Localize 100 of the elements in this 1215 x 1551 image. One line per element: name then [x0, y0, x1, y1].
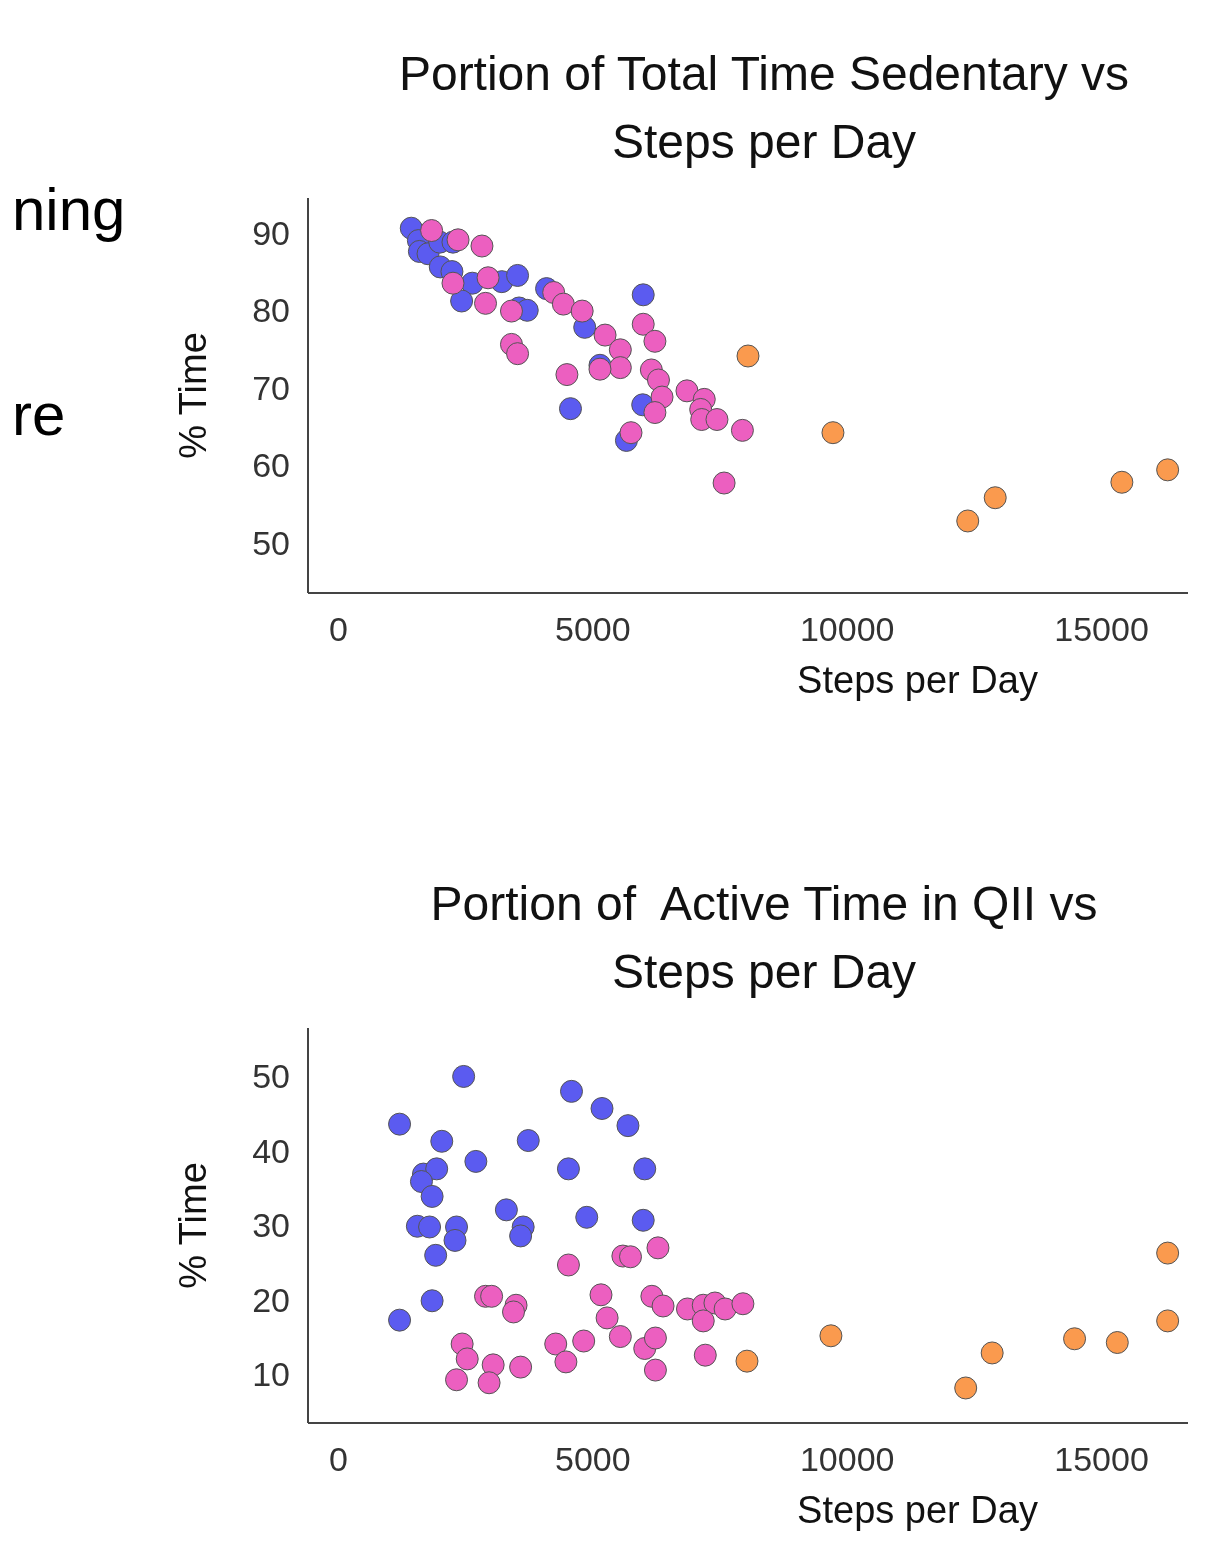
point: [619, 421, 643, 445]
point: [608, 356, 632, 380]
point: [480, 1284, 504, 1308]
point: [821, 421, 845, 445]
point: [631, 283, 655, 307]
point: [651, 1294, 675, 1318]
point: [593, 323, 617, 347]
point: [420, 1289, 444, 1313]
y-tick-label: 90: [252, 213, 290, 252]
x-tick-label: 10000: [799, 610, 895, 648]
point: [646, 1236, 670, 1260]
point: [675, 379, 699, 403]
y-tick-label: 50: [252, 1057, 290, 1096]
y-tick-label: 30: [252, 1206, 290, 1245]
point: [509, 1355, 533, 1379]
point: [506, 342, 530, 366]
point: [705, 408, 729, 431]
x-tick-label: 5000: [555, 610, 631, 648]
point: [424, 1243, 448, 1267]
point: [983, 486, 1007, 510]
x-tick-label: 0: [329, 1440, 348, 1478]
point: [570, 299, 594, 323]
point: [736, 344, 760, 368]
point: [544, 1332, 568, 1356]
point: [616, 1114, 640, 1138]
point: [1156, 458, 1180, 482]
point: [954, 1376, 978, 1400]
y-tick-label: 80: [252, 291, 290, 330]
point: [559, 1079, 583, 1103]
point: [474, 291, 498, 315]
point: [455, 1347, 479, 1371]
y-tick-label: 20: [252, 1280, 290, 1319]
point: [1110, 470, 1134, 494]
point: [631, 1208, 655, 1232]
point: [446, 228, 470, 252]
point: [554, 1350, 578, 1374]
point: [1156, 1309, 1180, 1333]
x-axis-title: Steps per Day: [797, 659, 1038, 701]
point: [633, 1157, 657, 1181]
point: [589, 1283, 613, 1307]
point: [443, 1228, 467, 1252]
x-tick-label: 0: [329, 610, 348, 648]
y-tick-label: 40: [252, 1131, 290, 1170]
x-tick-label: 10000: [799, 1440, 895, 1478]
point: [441, 271, 465, 295]
point: [643, 401, 667, 425]
point: [445, 1368, 469, 1392]
point: [499, 299, 523, 323]
point: [556, 1253, 580, 1277]
point: [713, 1297, 737, 1321]
point: [643, 329, 667, 353]
point: [477, 1371, 501, 1395]
point: [555, 363, 579, 387]
point: [1105, 1331, 1129, 1354]
point: [643, 1358, 667, 1382]
y-tick-label: 60: [252, 446, 290, 485]
point: [819, 1324, 843, 1348]
point: [691, 1309, 715, 1333]
point: [420, 219, 444, 243]
point: [470, 234, 494, 258]
text: re: [12, 381, 66, 448]
y-axis-title: % Time: [172, 1162, 214, 1289]
point: [643, 1326, 667, 1350]
point: [590, 1097, 614, 1120]
point: [608, 1325, 632, 1349]
y-axis-title: % Time: [172, 332, 214, 459]
point: [420, 1184, 444, 1208]
point: [516, 1129, 540, 1153]
point: [506, 263, 530, 287]
point: [430, 1129, 454, 1153]
point: [502, 1300, 525, 1324]
point: [450, 289, 474, 313]
point: [425, 1157, 449, 1181]
point: [572, 1329, 596, 1353]
x-tick-label: 15000: [1054, 610, 1149, 648]
point: [693, 1343, 717, 1367]
point: [1156, 1241, 1180, 1265]
point: [452, 1064, 476, 1088]
chart-title: Portion of Total Time Sedentary vs Steps per Day: [398, 47, 1130, 168]
point: [956, 509, 980, 533]
point: [494, 1198, 518, 1222]
x-axis-title: Steps per Day: [797, 1489, 1038, 1531]
point: [556, 1157, 580, 1181]
chart-title: Portion of Active Time in QII vs Steps per Day: [430, 877, 1098, 998]
y-tick-label: 50: [252, 523, 290, 562]
y-tick-label: 10: [252, 1355, 290, 1394]
text: ning: [12, 176, 126, 243]
point: [730, 418, 754, 442]
point: [731, 1292, 755, 1316]
point: [464, 1149, 488, 1173]
point: [388, 1308, 412, 1332]
point: [980, 1341, 1004, 1365]
point: [631, 312, 655, 336]
x-tick-label: 5000: [555, 1440, 631, 1478]
point: [1063, 1327, 1087, 1351]
point: [619, 1245, 642, 1269]
point: [418, 1215, 442, 1239]
point: [476, 266, 500, 290]
x-tick-label: 15000: [1054, 1440, 1149, 1478]
point: [558, 397, 582, 421]
